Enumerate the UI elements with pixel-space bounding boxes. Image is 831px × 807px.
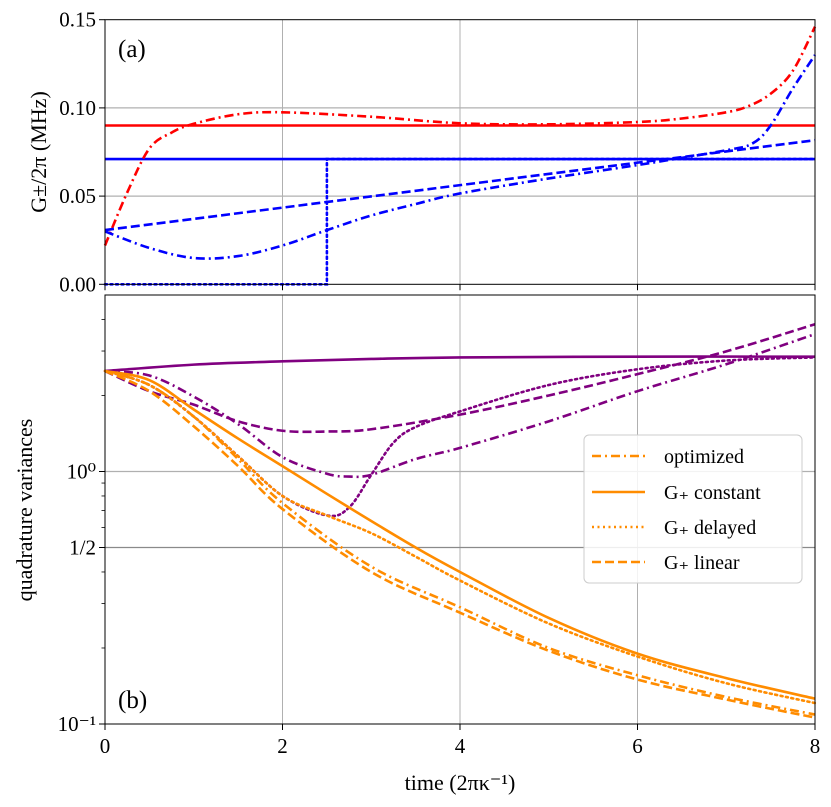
x-tick-label: 6 bbox=[632, 734, 643, 758]
y-tick-label: 10⁻¹ bbox=[58, 712, 96, 736]
x-axis-label: time (2πκ⁻¹) bbox=[405, 770, 516, 795]
legend-frame bbox=[583, 434, 803, 584]
legend-label: G₊ constant bbox=[664, 482, 761, 504]
y-tick-label: 0.15 bbox=[59, 8, 96, 32]
plot-frame bbox=[104, 19, 816, 285]
y-tick-label: 0.00 bbox=[59, 272, 96, 296]
panel-b-label: (b) bbox=[118, 687, 147, 714]
series-orange-dashdot bbox=[104, 369, 816, 716]
series-orange-dashed bbox=[104, 369, 816, 719]
x-tick-label: 0 bbox=[100, 734, 111, 758]
legend-label: G₊ delayed bbox=[664, 517, 756, 539]
panel-b-axes: 0 2 4 6 8 10⁻¹ 1/2 10⁰ bbox=[58, 294, 821, 758]
y-tick-label: 1/2 bbox=[69, 536, 96, 560]
legend-label: G₊ linear bbox=[664, 552, 740, 574]
panel-a-label: (a) bbox=[118, 36, 146, 63]
series-purple-solid bbox=[104, 355, 816, 373]
series-orange-solid bbox=[104, 369, 816, 700]
panel-b-series bbox=[103, 322, 817, 719]
panel-b: 0 2 4 6 8 10⁻¹ 1/2 10⁰ (b) quadrature variances… bbox=[12, 294, 821, 795]
series-blue-dashed bbox=[104, 138, 816, 232]
series-blue-dashdot bbox=[104, 54, 817, 260]
panel-a-axes: 0.00 0.05 0.10 0.15 bbox=[59, 8, 816, 296]
legend-items: optimized G₊ constant G₊ delayed G₊ linear bbox=[592, 446, 761, 574]
panel-a-ylabel: G±/2π (MHz) bbox=[26, 91, 51, 213]
y-tick-label: 0.05 bbox=[59, 184, 96, 208]
plot-frame bbox=[104, 294, 816, 725]
panel-a: 0.00 0.05 0.10 0.15 (a) G±/2π (MHz) bbox=[26, 8, 817, 296]
y-tick-label: 10⁰ bbox=[67, 459, 96, 483]
series-purple-dashed bbox=[104, 322, 816, 434]
series-red-dashdot bbox=[103, 26, 817, 246]
x-tick-label: 2 bbox=[277, 734, 288, 758]
x-tick-label: 4 bbox=[455, 734, 466, 758]
legend-label: optimized bbox=[664, 446, 744, 468]
panel-b-ylabel: quadrature variances bbox=[12, 419, 37, 602]
panel-a-grid bbox=[105, 19, 815, 285]
legend: optimized G₊ constant G₊ delayed G₊ linear bbox=[583, 434, 803, 584]
x-tick-label: 8 bbox=[810, 734, 821, 758]
y-tick-label: 0.10 bbox=[59, 96, 96, 120]
